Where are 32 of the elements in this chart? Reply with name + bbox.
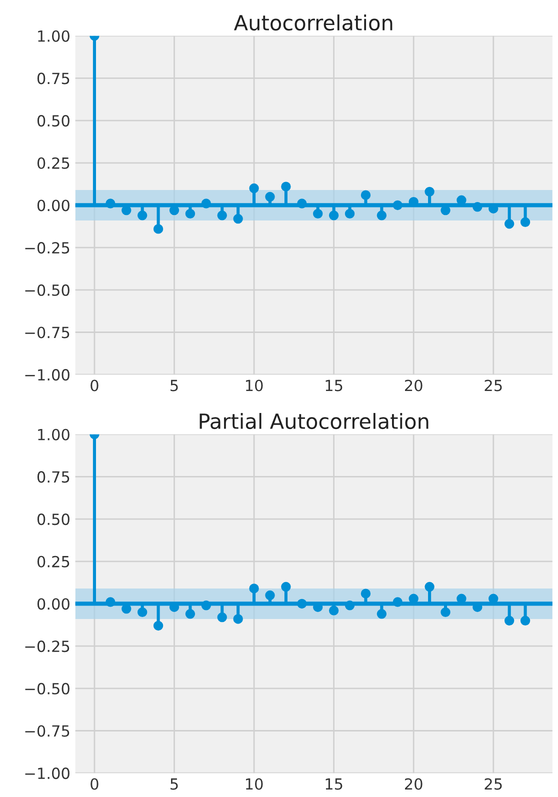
y-tick-label: 1.00 <box>38 428 70 440</box>
x-tick-label: 20 <box>405 380 422 392</box>
y-tick-label: −1.00 <box>25 768 70 780</box>
chart-title: Partial Autocorrelation <box>200 412 428 430</box>
x-tick-label: 15 <box>326 778 342 790</box>
x-tick-label: 25 <box>484 380 502 392</box>
y-tick-label: −0.75 <box>25 725 70 737</box>
chart-title: Autocorrelation <box>234 14 392 31</box>
y-tick-label: 0.00 <box>37 598 70 610</box>
x-tick-label: 0 <box>90 778 98 790</box>
y-tick-label: −0.25 <box>25 640 70 652</box>
x-tick-label: 5 <box>170 778 178 790</box>
x-tick-label: 10 <box>246 778 263 790</box>
y-tick-label: 0.50 <box>37 115 70 127</box>
y-tick-label: −0.50 <box>25 682 70 694</box>
y-tick-label: 0.25 <box>37 157 70 169</box>
y-tick-label: −0.75 <box>25 326 70 338</box>
y-tick-label: 0.75 <box>37 72 70 84</box>
y-tick-label: −1.00 <box>25 369 70 381</box>
x-tick-label: 0 <box>90 380 98 392</box>
y-tick-label: 0.00 <box>37 200 70 212</box>
y-tick-label: 0.75 <box>37 471 70 483</box>
y-tick-label: 1.00 <box>38 30 70 42</box>
x-tick-label: 20 <box>405 778 422 790</box>
y-tick-label: −0.25 <box>25 242 70 254</box>
x-tick-label: 15 <box>326 380 342 392</box>
y-tick-label: −0.50 <box>25 284 70 296</box>
x-tick-label: 10 <box>246 380 263 392</box>
x-tick-label: 5 <box>170 380 178 392</box>
x-tick-label: 25 <box>484 778 502 790</box>
y-tick-label: 0.25 <box>37 556 70 568</box>
y-tick-label: 0.50 <box>37 514 70 526</box>
